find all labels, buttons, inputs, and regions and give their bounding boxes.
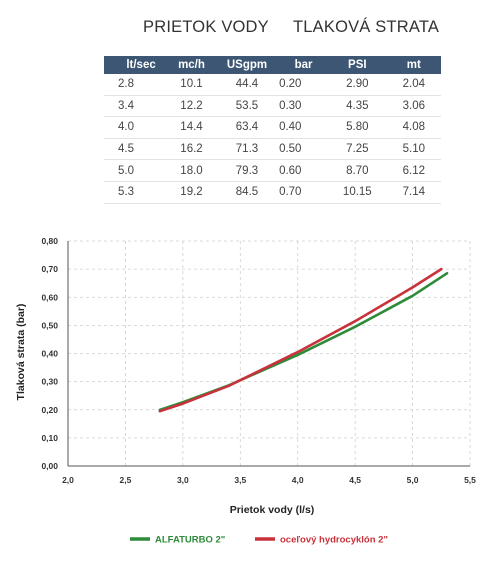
x-tick-label: 2,0 (62, 475, 74, 485)
table-cell: 63.4 (218, 116, 276, 139)
y-tick-label: 0,00 (41, 461, 58, 471)
x-tick-label: 3,5 (234, 475, 246, 485)
table-cell: 53.5 (218, 95, 276, 118)
column-header: bar (275, 56, 329, 74)
table-row: 5.0 18.0 79.3 0.60 8.70 6.12 (104, 159, 441, 182)
flow-heading: PRIETOK VODY (143, 18, 269, 36)
y-tick-label: 0,20 (41, 405, 58, 415)
table-cell: 10.15 (328, 181, 387, 204)
column-header: mc/h (164, 56, 219, 74)
flow-pressure-table: lt/sec mc/h USgpm bar PSI mt 2.8 10.1 44… (104, 56, 441, 204)
legend-label: ALFATURBO 2" (155, 535, 225, 546)
table-cell: 3.4 (104, 95, 165, 118)
table-cell: 44.4 (218, 74, 276, 96)
table-cell: 4.08 (386, 116, 441, 139)
table-cell: 19.2 (164, 181, 219, 204)
table-row: 5.3 19.2 84.5 0.70 10.15 7.14 (104, 181, 441, 204)
table-cell: 5.0 (104, 159, 165, 182)
table-cell: 4.35 (328, 95, 387, 118)
x-axis-title: Prietok vody (l/s) (230, 504, 315, 516)
table-cell: 6.12 (386, 159, 441, 182)
table-row: 4.5 16.2 71.3 0.50 7.25 5.10 (104, 138, 441, 161)
x-tick-label: 4,0 (292, 475, 304, 485)
series-line-2 (158, 267, 443, 413)
x-tick-label: 4,5 (349, 475, 361, 485)
pressure-loss-chart: 2,0 2,5 3,0 3,5 4,0 4,5 5,0 5,5 0,00 0,10 0,20 0,30… (15, 236, 476, 546)
table-cell: 84.5 (218, 181, 276, 204)
table-cell: 2.8 (104, 74, 165, 96)
table-cell: 4.0 (104, 116, 165, 139)
table-cell: 0.50 (275, 138, 329, 161)
table-header-row: lt/sec mc/h USgpm bar PSI mt (104, 56, 441, 74)
table-cell: 4.5 (104, 138, 165, 161)
table-cell: 0.20 (275, 74, 329, 96)
chart-grid (68, 240, 471, 466)
table-row: 2.8 10.1 44.4 0.20 2.90 2.04 (104, 74, 441, 96)
table-cell: 16.2 (164, 138, 219, 161)
table-cell: 10.1 (164, 74, 219, 96)
y-tick-label: 0,40 (41, 349, 58, 359)
table-cell: 0.70 (275, 181, 329, 204)
table-cell: 8.70 (328, 159, 387, 182)
table-cell: 5.3 (104, 181, 165, 204)
table-cell: 3.06 (386, 95, 441, 118)
column-header: lt/sec (104, 56, 165, 74)
table-cell: 7.14 (386, 181, 441, 204)
chart-legend: ALFATURBO 2" oceľový hydrocyklón 2" (130, 535, 388, 546)
legend-label: oceľový hydrocyklón 2" (280, 535, 388, 546)
x-tick-label: 3,0 (177, 475, 189, 485)
table-row: 4.0 14.4 63.4 0.40 5.80 4.08 (104, 116, 441, 139)
column-header: PSI (328, 56, 387, 74)
table-cell: 7.25 (328, 138, 387, 161)
table-row: 3.4 12.2 53.5 0.30 4.35 3.06 (104, 95, 441, 118)
y-tick-label: 0,70 (41, 264, 58, 274)
table-cell: 14.4 (164, 116, 219, 139)
table-cell: 12.2 (164, 95, 219, 118)
table-cell: 5.80 (328, 116, 387, 139)
table-cell: 0.60 (275, 159, 329, 182)
column-header: mt (386, 56, 441, 74)
table-cell: 5.10 (386, 138, 441, 161)
chart-series (158, 267, 449, 413)
table-cell: 2.04 (386, 74, 441, 96)
y-axis-title: Tlaková strata (bar) (15, 304, 27, 401)
chart-axes: 2,0 2,5 3,0 3,5 4,0 4,5 5,0 5,5 0,00 0,10 0,20 0,30… (41, 236, 476, 485)
x-tick-label: 5,0 (407, 475, 419, 485)
y-tick-label: 0,50 (41, 320, 58, 330)
table-cell: 0.40 (275, 116, 329, 139)
table-cell: 2.90 (328, 74, 387, 96)
table-cell: 79.3 (218, 159, 276, 182)
table-cell: 71.3 (218, 138, 276, 161)
pressure-loss-heading: TLAKOVÁ STRATA (293, 18, 440, 36)
y-tick-label: 0,80 (41, 236, 58, 246)
table-cell: 0.30 (275, 95, 329, 118)
x-tick-label: 5,5 (464, 475, 476, 485)
y-tick-label: 0,60 (41, 292, 58, 302)
y-tick-label: 0,30 (41, 377, 58, 387)
column-header: USgpm (218, 56, 276, 74)
table-cell: 18.0 (164, 159, 219, 182)
x-tick-label: 2,5 (120, 475, 132, 485)
y-tick-label: 0,10 (41, 433, 58, 443)
